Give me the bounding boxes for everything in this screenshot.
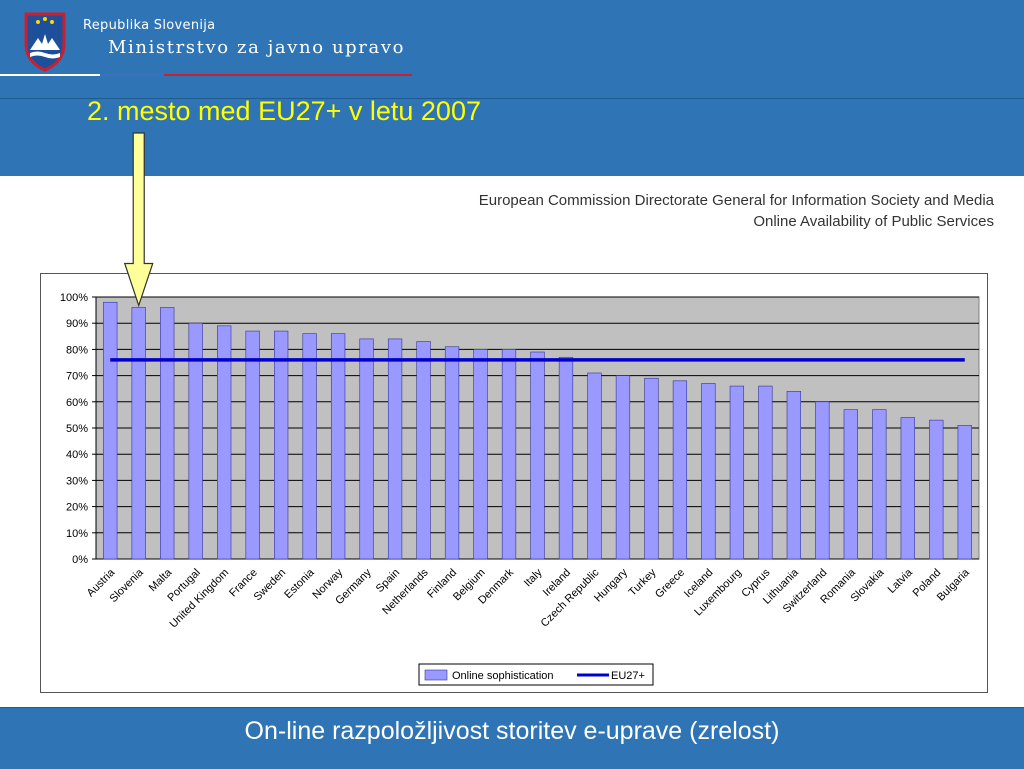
bar-belgium — [473, 349, 488, 560]
y-tick-label: 0% — [72, 554, 88, 566]
bar-switzerland — [815, 401, 830, 560]
bar-cyprus — [758, 385, 773, 560]
bar-netherlands — [416, 341, 431, 560]
bar-denmark — [501, 349, 517, 560]
legend-label-bar: Online sophistication — [452, 670, 554, 682]
y-tick-label: 50% — [66, 423, 88, 435]
bar-malta — [160, 307, 175, 560]
y-tick-label: 20% — [66, 502, 88, 514]
footer-caption: On-line razpoložljivost storitev e-uprav… — [244, 717, 780, 745]
x-tick-label: Italy — [522, 566, 545, 589]
y-tick-label: 90% — [66, 318, 88, 330]
bar-italy — [530, 351, 545, 560]
ministry-label: Ministrstvo za javno upravo — [108, 37, 406, 58]
y-tick-label: 70% — [66, 371, 88, 383]
bar-lithuania — [786, 391, 801, 560]
republic-label: Republika Slovenija — [83, 18, 216, 33]
bar-ireland — [558, 356, 574, 560]
bar-norway — [330, 333, 346, 560]
bar-finland — [444, 346, 460, 560]
y-tick-label: 30% — [66, 475, 88, 487]
slide-title: 2. mesto med EU27+ v letu 2007 — [87, 96, 481, 126]
y-tick-label: 40% — [66, 449, 88, 461]
legend-swatch-bar — [424, 669, 448, 681]
legend-box — [418, 663, 654, 686]
bar-sweden — [274, 330, 289, 560]
x-tick-label: Bulgaria — [935, 566, 973, 604]
y-tick-label: 60% — [66, 397, 88, 409]
bar-portugal — [188, 322, 203, 560]
y-tick-label: 10% — [66, 528, 88, 540]
bar-slovakia — [872, 409, 887, 560]
bar-estonia — [302, 333, 317, 560]
bar-spain — [387, 338, 403, 560]
bar-luxembourg — [729, 385, 745, 560]
bar-united-kingdom — [217, 325, 232, 560]
legend-label-line: EU27+ — [611, 670, 645, 682]
bar-austria — [103, 301, 118, 560]
bar-iceland — [701, 383, 716, 560]
title-band — [0, 98, 1024, 176]
footer-band — [0, 707, 1024, 769]
x-tick-label: Greece — [653, 567, 687, 601]
source-line-2: Online Availability of Public Services — [753, 213, 994, 230]
y-tick-label: 100% — [60, 292, 88, 304]
x-tick-label: Sweden — [252, 567, 289, 604]
bar-germany — [359, 338, 374, 560]
bar-slovenia — [131, 307, 146, 560]
header-divider-lines — [0, 74, 412, 76]
slovenia-coat-of-arms-icon — [24, 12, 66, 72]
bar-poland — [929, 419, 944, 560]
y-tick-label: 80% — [66, 344, 88, 356]
bar-bulgaria — [957, 425, 972, 560]
bar-greece — [672, 380, 688, 560]
bar-chart: 100%90%80%70%60%50%40%30%20%10%0%Austria… — [60, 292, 980, 686]
bar-france — [245, 330, 260, 560]
bar-romania — [843, 409, 858, 560]
bar-czech-republic — [587, 372, 602, 560]
ministry-header: Republika Slovenija Ministrstvo za javno… — [0, 0, 425, 78]
bar-hungary — [615, 375, 631, 560]
bar-latvia — [900, 417, 915, 560]
source-line-1: European Commission Directorate General … — [478, 192, 994, 209]
chart-frame: 100% 90% 80% 70% 60% 50% 40% 30% 20% 10% 0% Austria… — [40, 273, 988, 693]
bar-turkey — [644, 377, 659, 560]
